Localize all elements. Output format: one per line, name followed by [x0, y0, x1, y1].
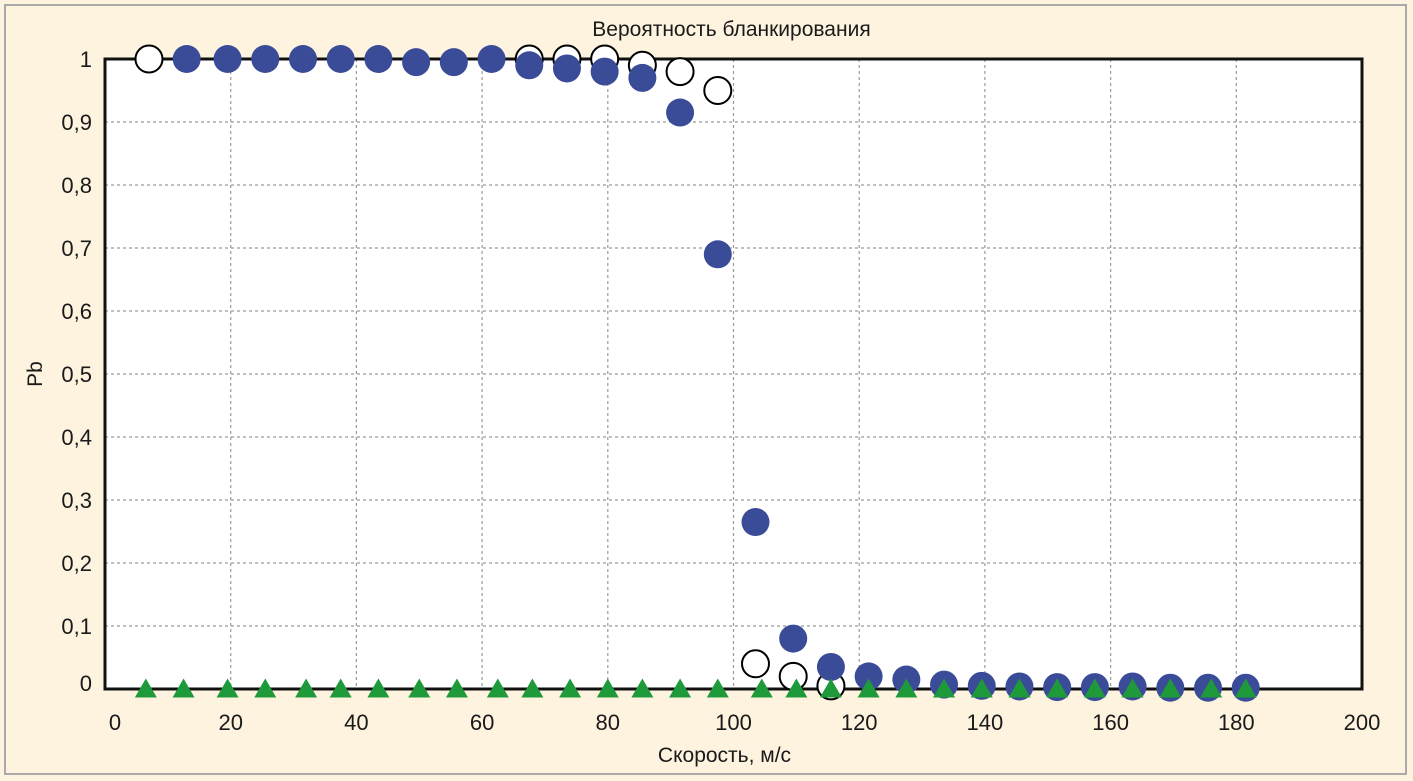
- data-point-triangle: [1159, 678, 1182, 698]
- data-point-open: [740, 649, 770, 679]
- chart-title: Вероятность бланкирования: [592, 18, 870, 41]
- data-point-filled: [741, 508, 770, 537]
- series-filled-triangle: [134, 678, 1257, 698]
- data-point-filled: [666, 98, 695, 127]
- data-point-triangle: [857, 678, 880, 698]
- y-tick-label: 0,3: [61, 488, 92, 513]
- x-tick-label: 40: [344, 710, 368, 735]
- x-tick-label: 200: [1344, 710, 1381, 735]
- data-point-triangle: [521, 678, 544, 698]
- grid-lines: [105, 59, 1362, 689]
- data-point-triangle: [970, 678, 993, 698]
- data-point-filled: [402, 48, 431, 77]
- data-point-triangle: [895, 678, 918, 698]
- data-point-filled: [477, 45, 506, 73]
- data-point-filled: [703, 240, 732, 269]
- data-point-filled: [628, 63, 657, 92]
- data-point-filled: [172, 45, 201, 73]
- data-point-triangle: [134, 678, 157, 698]
- x-tick-label: 160: [1092, 710, 1129, 735]
- data-point-filled: [439, 48, 468, 77]
- data-point-triangle: [445, 678, 468, 698]
- x-tick-label: 140: [967, 710, 1004, 735]
- x-tick-label: 20: [218, 710, 242, 735]
- y-tick-label: 0,4: [61, 425, 92, 450]
- y-tick-label: 1: [80, 47, 92, 72]
- data-point-filled: [515, 51, 544, 80]
- data-point-triangle: [295, 678, 318, 698]
- x-tick-label: 100: [715, 710, 752, 735]
- x-tick-label: 80: [596, 710, 620, 735]
- data-point-triangle: [933, 678, 956, 698]
- data-point-filled: [590, 57, 619, 86]
- data-point-filled: [326, 45, 355, 73]
- data-point-triangle: [254, 678, 277, 698]
- data-point-triangle: [408, 678, 431, 698]
- data-point-triangle: [559, 678, 582, 698]
- x-axis-label: Скорость, м/с: [658, 744, 791, 767]
- data-point-triangle: [1200, 678, 1223, 698]
- x-tick-label: 120: [841, 710, 878, 735]
- data-point-triangle: [631, 678, 654, 698]
- data-point-triangle: [1008, 678, 1031, 698]
- data-point-filled: [364, 45, 393, 73]
- y-axis-label: Pb: [24, 361, 47, 387]
- y-tick-label: 0,7: [61, 236, 92, 261]
- data-point-triangle: [596, 678, 619, 698]
- plot-border: [103, 57, 1364, 691]
- y-axis-ticks: 0 0,1 0,2 0,3 0,4 0,5 0,6 0,7 0,8 0,9 1: [61, 47, 92, 696]
- data-point-triangle: [750, 678, 773, 698]
- y-tick-label: 0,6: [61, 299, 92, 324]
- y-tick-label: 0,8: [61, 173, 92, 198]
- x-axis-ticks: 0 20 40 60 80 100 120 140 160 180 200: [109, 710, 1380, 735]
- x-tick-label: 180: [1218, 710, 1255, 735]
- data-point-filled: [552, 54, 581, 83]
- data-point-triangle: [669, 678, 692, 698]
- data-point-triangle: [819, 678, 842, 698]
- data-point-filled: [854, 662, 883, 691]
- y-tick-label: 0: [80, 671, 92, 696]
- x-tick-label: 0: [109, 710, 121, 735]
- data-point-triangle: [367, 678, 390, 698]
- data-point-filled: [816, 652, 845, 681]
- y-tick-label: 0,2: [61, 551, 92, 576]
- data-point-open: [134, 44, 164, 74]
- data-point-filled: [288, 45, 317, 73]
- data-point-triangle: [1083, 678, 1106, 698]
- data-point-triangle: [1046, 678, 1069, 698]
- data-point-open: [665, 57, 695, 87]
- data-point-triangle: [172, 678, 195, 698]
- data-point-triangle: [329, 678, 352, 698]
- data-point-triangle: [1234, 678, 1257, 698]
- data-point-triangle: [216, 678, 239, 698]
- data-point-triangle: [1121, 678, 1144, 698]
- x-tick-label: 60: [470, 710, 494, 735]
- data-point-triangle: [486, 678, 509, 698]
- data-point-triangle: [785, 678, 808, 698]
- y-tick-label: 0,1: [61, 614, 92, 639]
- data-point-open: [703, 76, 733, 105]
- data-point-filled: [251, 45, 280, 73]
- data-point-triangle: [706, 678, 729, 698]
- y-tick-label: 0,9: [61, 110, 92, 135]
- data-marks: [134, 44, 1260, 702]
- y-tick-label: 0,5: [61, 362, 92, 387]
- data-point-filled: [779, 624, 808, 653]
- data-point-filled: [213, 45, 242, 73]
